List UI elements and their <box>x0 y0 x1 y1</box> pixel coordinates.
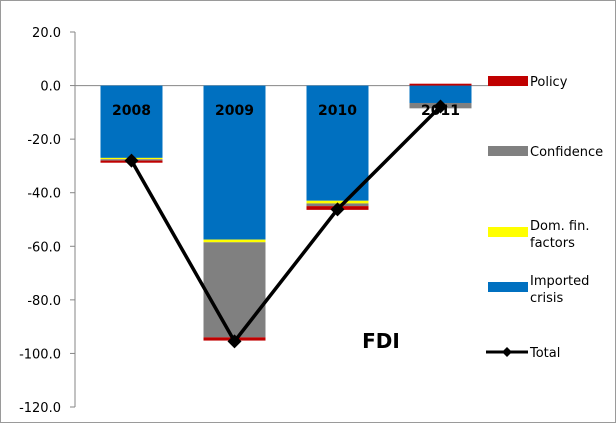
category-label-layer: 2008200920102011 <box>112 103 460 119</box>
total-line-layer <box>125 99 448 348</box>
bar-segment <box>204 240 266 243</box>
chart-annotation: FDI <box>362 329 400 353</box>
legend: Policy Confidence Dom. fin. factors Imported… <box>486 75 603 361</box>
y-tick-label: -100.0 <box>19 347 61 362</box>
y-tick-label: 20.0 <box>32 26 61 41</box>
category-label: 2009 <box>215 103 254 119</box>
legend-swatch <box>488 146 528 156</box>
bar-segment <box>410 84 472 86</box>
bar-segment <box>204 242 266 337</box>
y-tick-label: -120.0 <box>19 401 61 416</box>
legend-label-line2: crisis <box>530 291 563 306</box>
bar-segment <box>101 86 163 158</box>
legend-swatch-marker <box>502 347 512 357</box>
y-tick-label: -60.0 <box>27 240 61 255</box>
legend-label: Confidence <box>530 145 603 160</box>
legend-label: Policy <box>530 75 568 90</box>
legend-label: Total <box>529 346 560 361</box>
legend-swatch <box>488 76 528 86</box>
y-tick-label: -80.0 <box>27 294 61 309</box>
legend-label: Imported <box>530 274 589 289</box>
total-line <box>132 106 441 341</box>
y-tick-label: 0.0 <box>40 80 61 95</box>
category-label: 2008 <box>112 103 151 119</box>
bar-layer <box>101 84 472 341</box>
category-label: 2010 <box>318 103 357 119</box>
legend-label: Dom. fin. <box>530 219 589 234</box>
y-tick-label: -40.0 <box>27 187 61 202</box>
legend-label-line2: factors <box>530 236 575 251</box>
y-tick-label: -20.0 <box>27 133 61 148</box>
legend-swatch <box>488 282 528 292</box>
legend-swatch <box>488 227 528 237</box>
